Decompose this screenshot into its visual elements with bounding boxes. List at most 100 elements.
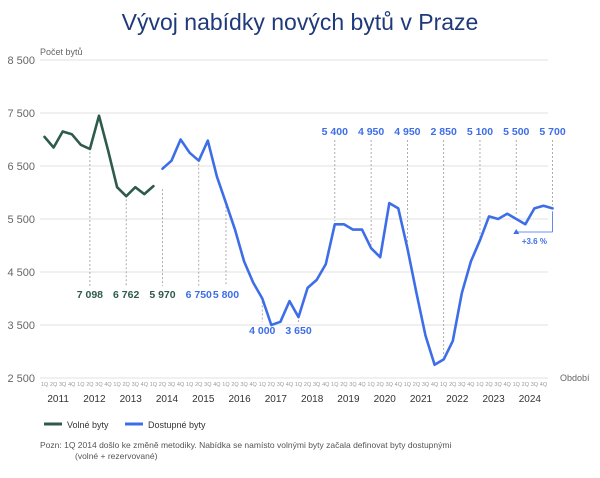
quarter-tick-label: 4Q <box>467 382 475 388</box>
annotation-label: 4 000 <box>249 325 275 337</box>
quarter-tick-label: 2Q <box>159 382 167 388</box>
quarter-tick-label: 2Q <box>485 382 493 388</box>
year-tick-label: 2021 <box>410 394 433 405</box>
quarter-tick-label: 3Q <box>386 382 394 388</box>
quarter-tick-label: 2Q <box>123 382 131 388</box>
quarter-tick-label: 4Q <box>358 382 366 388</box>
quarter-tick-label: 4Q <box>141 382 149 388</box>
year-tick-label: 2011 <box>47 394 69 405</box>
quarter-tick-label: 1Q <box>440 382 448 388</box>
quarter-tick-label: 3Q <box>204 382 212 388</box>
value-annotations: 7 098 6 762 5 970 6 750 5 800 4 000 3 650 5 400… <box>77 126 566 337</box>
quarter-tick-label: 2Q <box>522 382 530 388</box>
quarter-tick-label: 1Q <box>113 382 121 388</box>
quarter-tick-label: 4Q <box>504 382 512 388</box>
year-tick-label: 2017 <box>265 394 288 405</box>
y-axis-ticks: 8 500 7 500 6 500 5 500 4 500 3 500 2 500 <box>7 55 35 385</box>
quarter-tick-label: 3Q <box>349 382 357 388</box>
year-tick-label: 2024 <box>519 394 542 405</box>
quarter-tick-label: 4Q <box>540 382 548 388</box>
quarter-tick-label: 1Q <box>331 382 339 388</box>
quarter-tick-label: 3Q <box>95 382 103 388</box>
quarter-tick-label: 1Q <box>41 382 49 388</box>
quarter-tick-label: 1Q <box>404 382 412 388</box>
gridlines <box>40 59 548 379</box>
quarter-tick-label: 2Q <box>377 382 385 388</box>
quarter-tick-label: 3Q <box>168 382 176 388</box>
quarter-tick-label: 1Q <box>77 382 85 388</box>
quarter-tick-label: 2Q <box>340 382 348 388</box>
y-tick-label: 8 500 <box>7 55 35 67</box>
quarter-tick-label: 3Q <box>531 382 539 388</box>
quarter-tick-label: 1Q <box>476 382 484 388</box>
series-lines <box>43 114 554 367</box>
annotation-label: 5 100 <box>467 126 493 138</box>
year-tick-label: 2020 <box>374 394 397 405</box>
note-line-1: Pozn: 1Q 2014 došlo ke změně metodiky. N… <box>40 440 452 450</box>
note-line-2: (volné + rezervované) <box>75 451 158 461</box>
quarter-tick-label: 2Q <box>50 382 58 388</box>
quarter-tick-label: 3Q <box>59 382 67 388</box>
y-tick-label: 6 500 <box>7 161 35 173</box>
quarter-tick-label: 2Q <box>268 382 276 388</box>
year-tick-label: 2023 <box>482 394 505 405</box>
y-tick-label: 4 500 <box>7 267 35 279</box>
quarter-tick-label: 4Q <box>104 382 112 388</box>
annotation-label: 4 950 <box>358 126 384 138</box>
quarter-tick-label: 3Q <box>494 382 502 388</box>
quarter-tick-label: 1Q <box>259 382 267 388</box>
y-axis-label: Počet bytů <box>40 47 83 57</box>
quarter-tick-label: 2Q <box>304 382 312 388</box>
year-tick-label: 2019 <box>337 394 360 405</box>
annotation-label: 5 970 <box>149 289 175 301</box>
series-line-dostupne-byty <box>161 138 554 367</box>
annotation-label: 5 800 <box>213 289 239 301</box>
year-tick-label: 2013 <box>120 394 143 405</box>
quarter-tick-label: 4Q <box>213 382 221 388</box>
quarter-tick-label: 2Q <box>413 382 421 388</box>
annotation-label: 6 750 <box>186 289 212 301</box>
quarter-tick-label: 4Q <box>68 382 76 388</box>
year-tick-label: 2015 <box>192 394 215 405</box>
annotation-label: 5 500 <box>503 126 529 138</box>
annotation-label: 2 850 <box>431 126 457 138</box>
y-tick-label: 7 500 <box>7 108 35 120</box>
change-arrow-icon <box>513 229 520 234</box>
quarter-tick-label: 1Q <box>513 382 521 388</box>
annotation-label: 5 700 <box>539 126 565 138</box>
quarter-tick-label: 3Q <box>313 382 321 388</box>
quarter-tick-label: 3Q <box>132 382 140 388</box>
change-annotation: +3.6 % <box>513 211 553 246</box>
year-tick-label: 2012 <box>83 394 106 405</box>
quarter-tick-label: 3Q <box>458 382 466 388</box>
legend: Volné byty Dostupné byty <box>44 420 206 430</box>
change-label: +3.6 % <box>522 237 547 246</box>
y-tick-label: 5 500 <box>7 214 35 226</box>
quarter-tick-label: 1Q <box>186 382 194 388</box>
y-tick-label: 3 500 <box>7 320 35 332</box>
legend-label-volne-byty: Volné byty <box>67 420 109 430</box>
annotation-leaders <box>89 140 553 357</box>
quarter-tick-label: 2Q <box>231 382 239 388</box>
annotation-label: 3 650 <box>285 325 311 337</box>
year-tick-label: 2016 <box>228 394 251 405</box>
quarter-tick-label: 3Q <box>240 382 248 388</box>
quarter-tick-label: 3Q <box>422 382 430 388</box>
quarter-tick-label: 4Q <box>322 382 330 388</box>
year-tick-label: 2014 <box>156 394 179 405</box>
annotation-label: 5 400 <box>322 126 348 138</box>
quarter-tick-label: 2Q <box>86 382 94 388</box>
quarter-tick-label: 2Q <box>195 382 203 388</box>
chart-title: Vývoj nabídky nových bytů v Praze <box>121 9 479 35</box>
quarter-tick-label: 1Q <box>295 382 303 388</box>
quarter-tick-label: 3Q <box>277 382 285 388</box>
legend-label-dostupne-byty: Dostupné byty <box>148 420 206 430</box>
quarter-tick-label: 4Q <box>286 382 294 388</box>
quarter-tick-label: 2Q <box>449 382 457 388</box>
y-tick-label: 2 500 <box>7 373 35 385</box>
methodology-note: Pozn: 1Q 2014 došlo ke změně metodiky. N… <box>40 440 451 462</box>
quarter-tick-label: 4Q <box>395 382 403 388</box>
